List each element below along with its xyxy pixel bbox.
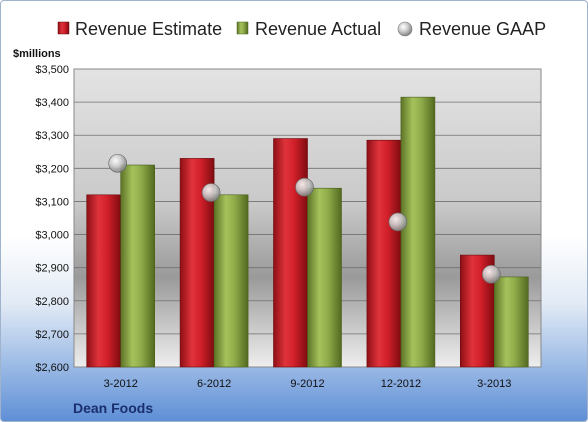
actual-bar [493, 276, 529, 368]
legend-swatch-actual [236, 21, 249, 35]
actual-bar [213, 194, 249, 368]
legend: Revenue Estimate Revenue Actual Revenue … [57, 19, 546, 39]
legend-item-actual: Revenue Actual [236, 19, 381, 39]
gaap-marker [201, 183, 221, 202]
y-axis-unit: $millions [13, 48, 61, 60]
actual-bar [400, 96, 436, 368]
y-tick-label: $2,700 [35, 329, 69, 341]
legend-item-estimate: Revenue Estimate [57, 19, 222, 39]
gaap-marker [108, 154, 127, 173]
y-tick-label: $2,800 [35, 296, 69, 308]
estimate-bar [273, 138, 308, 368]
x-tick-label: 6-2012 [197, 378, 231, 390]
axis-ticks: $2,600 $2,700 $2,800 $2,900 $3,000 $3,100 $3,2… [35, 64, 511, 390]
y-tick-label: $3,000 [35, 230, 69, 242]
actual-bar [120, 164, 155, 368]
company-name: Dean Foods [73, 400, 153, 416]
x-tick-label: 9-2012 [290, 378, 324, 390]
actual-bar [307, 187, 342, 368]
estimate-bar [366, 139, 402, 368]
gaap-marker [295, 177, 314, 197]
y-tick-label: $3,500 [35, 64, 69, 76]
legend-label-actual: Revenue Actual [255, 19, 381, 39]
legend-label-estimate: Revenue Estimate [75, 19, 222, 39]
gaap-markers [108, 154, 501, 284]
x-tick-label: 3-2012 [104, 378, 138, 390]
x-tick-label: 12-2012 [381, 378, 421, 390]
y-tick-label: $3,100 [35, 196, 69, 208]
legend-marker-gaap [397, 21, 413, 37]
y-tick-label: $2,600 [35, 362, 69, 374]
gaap-marker [388, 212, 408, 232]
y-tick-label: $3,300 [35, 130, 69, 142]
bars [86, 96, 529, 368]
y-tick-label: $3,200 [35, 163, 69, 175]
estimate-bar [86, 194, 121, 368]
y-tick-label: $2,900 [35, 263, 69, 275]
x-tick-label: 3-2013 [477, 378, 511, 390]
y-tick-label: $3,400 [35, 97, 69, 109]
legend-swatch-estimate [57, 21, 70, 35]
legend-item-gaap: Revenue GAAP [397, 19, 546, 39]
legend-label-gaap: Revenue GAAP [419, 19, 546, 39]
gaap-marker [481, 264, 501, 284]
